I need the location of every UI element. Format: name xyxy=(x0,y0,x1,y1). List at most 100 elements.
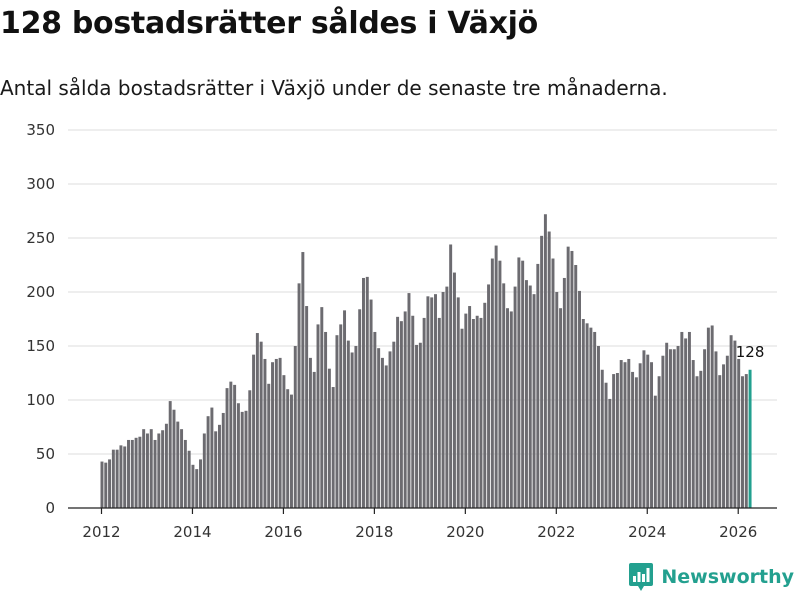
bar xyxy=(339,324,343,508)
bar xyxy=(384,365,388,508)
bar xyxy=(350,352,354,508)
bar xyxy=(555,292,559,508)
bar xyxy=(365,276,369,508)
bar xyxy=(111,449,115,508)
bar xyxy=(127,439,130,508)
bar xyxy=(703,349,707,508)
bar xyxy=(479,317,483,508)
y-tick-label: 300 xyxy=(26,175,55,193)
bar xyxy=(722,364,726,508)
bar xyxy=(441,292,445,508)
brand-logo: Newsworthy xyxy=(628,562,794,592)
bar xyxy=(115,449,119,508)
bar xyxy=(418,342,422,508)
bar xyxy=(236,403,240,508)
y-tick-label: 50 xyxy=(36,445,55,463)
bar xyxy=(282,375,286,508)
bar xyxy=(346,340,350,508)
bar xyxy=(612,374,616,508)
x-axis-ticks: 2012 2014 2016 2018 2020 2022 2024 2026 xyxy=(82,508,757,541)
bar xyxy=(566,246,570,508)
bar xyxy=(434,294,437,508)
bar xyxy=(733,340,737,508)
bar xyxy=(562,277,566,508)
bar xyxy=(183,439,187,508)
bar xyxy=(335,335,339,508)
bar xyxy=(320,307,324,508)
bar xyxy=(430,297,434,508)
bar xyxy=(297,283,301,508)
bar xyxy=(377,348,381,508)
x-tick-label: 2014 xyxy=(173,523,211,541)
bar xyxy=(650,362,654,508)
bar xyxy=(547,231,551,508)
bar xyxy=(176,421,180,508)
y-tick-label: 350 xyxy=(26,121,55,139)
bar xyxy=(422,317,426,508)
bar xyxy=(214,431,218,508)
bar xyxy=(657,376,661,508)
bar xyxy=(415,344,419,508)
bar xyxy=(684,338,688,508)
bar xyxy=(221,412,225,508)
bar xyxy=(157,433,161,508)
bar xyxy=(460,328,464,508)
bar xyxy=(593,331,597,508)
bar xyxy=(623,362,627,508)
bar xyxy=(528,285,532,508)
bar xyxy=(559,308,563,508)
bar xyxy=(411,315,415,508)
bar xyxy=(706,327,710,508)
bar xyxy=(615,373,619,508)
bar xyxy=(509,311,513,508)
x-tick-label: 2024 xyxy=(628,523,666,541)
bar xyxy=(138,436,142,508)
bar xyxy=(134,437,138,508)
bar xyxy=(680,331,684,508)
bar xyxy=(130,439,134,508)
bar xyxy=(669,349,672,508)
bar xyxy=(691,360,695,508)
x-tick-label: 2012 xyxy=(82,523,120,541)
x-tick-label: 2020 xyxy=(446,523,484,541)
bar xyxy=(532,294,536,508)
bar xyxy=(634,377,638,508)
bar xyxy=(358,309,362,508)
bar xyxy=(305,306,309,508)
bar xyxy=(426,296,430,508)
bar xyxy=(471,319,475,508)
bar xyxy=(187,450,191,508)
bar xyxy=(638,363,642,508)
bar xyxy=(521,260,525,508)
bar xyxy=(206,416,210,508)
bar xyxy=(244,410,248,508)
bar xyxy=(293,346,297,508)
last-value-label: 128 xyxy=(736,343,765,361)
bar xyxy=(676,346,680,508)
chart-subtitle: Antal sålda bostadsrätter i Växjö under … xyxy=(0,76,668,100)
bar xyxy=(468,306,472,508)
bar xyxy=(407,293,411,508)
bar xyxy=(718,375,722,508)
bar xyxy=(619,360,623,508)
bar xyxy=(240,411,244,508)
y-tick-label: 250 xyxy=(26,229,55,247)
bar xyxy=(180,429,184,508)
bar xyxy=(308,357,312,508)
bar xyxy=(149,429,153,508)
bar xyxy=(168,401,172,508)
bar xyxy=(748,369,752,508)
bar xyxy=(543,214,547,509)
bar xyxy=(380,357,384,508)
bar xyxy=(653,395,657,508)
bar xyxy=(695,376,699,508)
bar xyxy=(271,362,275,508)
bar xyxy=(343,310,347,508)
bar xyxy=(369,299,373,508)
bar xyxy=(354,346,358,508)
bar xyxy=(225,388,229,508)
brand-name: Newsworthy xyxy=(661,566,794,588)
bar xyxy=(665,342,669,508)
bar xyxy=(502,283,506,508)
